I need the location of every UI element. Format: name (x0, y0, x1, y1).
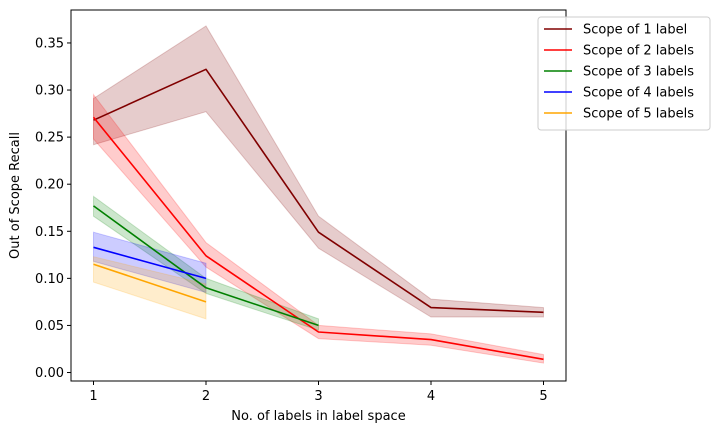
legend: Scope of 1 label Scope of 2 labels Scope o… (537, 16, 711, 131)
x-tick-label: 3 (314, 389, 322, 404)
y-tick-label: 0.15 (35, 225, 64, 240)
legend-label-1: Scope of 1 label (583, 23, 687, 38)
y-tick-label: 0.20 (35, 178, 64, 193)
legend-label-5: Scope of 5 labels (583, 107, 694, 122)
x-tick-label: 1 (89, 389, 97, 404)
x-tick-label: 5 (539, 389, 547, 404)
y-tick-label: 0.30 (35, 84, 64, 99)
y-axis-label: Out of Scope Recall (8, 132, 23, 259)
legend-label-3: Scope of 3 labels (583, 65, 694, 80)
y-tick-label: 0.05 (35, 319, 64, 334)
series-line-5 (93, 263, 207, 303)
x-tick-label: 4 (427, 389, 435, 404)
x-axis-label: No. of labels in label space (231, 409, 405, 424)
series-lines (92, 68, 544, 361)
legend-label-4: Scope of 4 labels (583, 86, 694, 101)
x-axis: 1 2 3 4 5 (89, 381, 548, 404)
series-line-4 (93, 246, 207, 280)
y-tick-label: 0.00 (35, 366, 64, 381)
y-tick-label: 0.10 (35, 272, 64, 287)
y-tick-label: 0.25 (35, 131, 64, 146)
confidence-bands (93, 25, 544, 364)
confidence-band-5 (93, 256, 207, 320)
x-tick-label: 2 (202, 389, 210, 404)
y-tick-label: 0.35 (35, 36, 64, 51)
series-line-2 (92, 116, 544, 361)
y-axis: 0.00 0.05 0.10 0.15 0.20 0.25 0.30 0.35 (35, 36, 71, 381)
confidence-band-1 (93, 25, 544, 318)
legend-box (537, 16, 711, 131)
series-line-3 (93, 205, 319, 327)
series-line-1 (93, 68, 544, 314)
legend-label-2: Scope of 2 labels (583, 44, 694, 59)
